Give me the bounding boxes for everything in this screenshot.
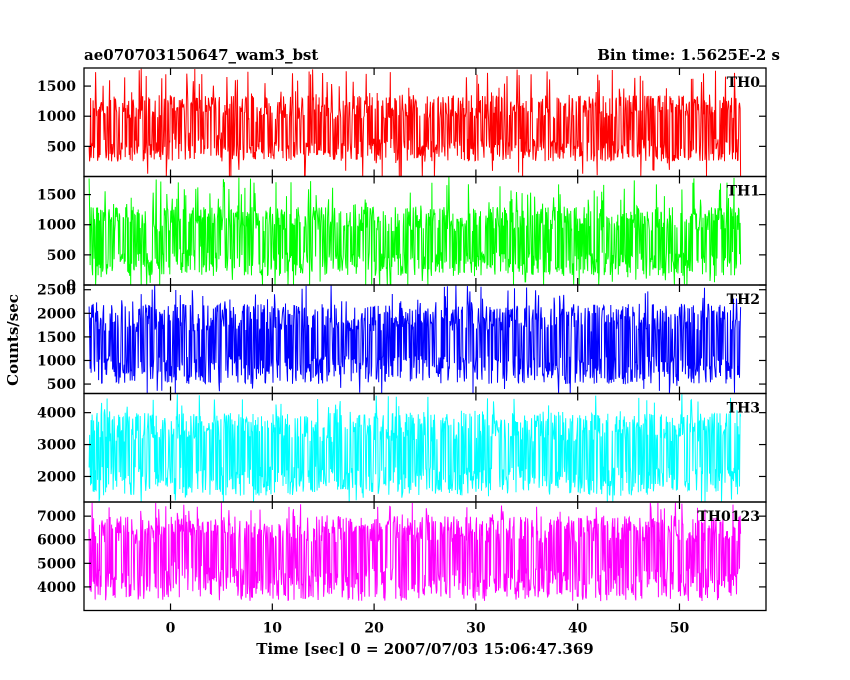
y-tick-label-th2: 2500 [37,283,76,299]
x-axis-ticks: 0 10 20 30 40 50 [166,621,690,637]
panel-frames: TH0 500 1000 1500 TH1 0 500 1000 1500 TH2 500 1000 1… [37,67,767,612]
y-tick-label-th0123: 5000 [37,556,76,572]
y-tick-label-th0123: 7000 [37,509,76,525]
panel-label-th2: TH2 [727,292,760,308]
y-tick-label-th2: 2000 [37,306,76,322]
x-tick-label: 50 [670,621,690,637]
y-tick-label-th0: 1500 [37,79,76,95]
x-tick-label: 0 [166,621,176,637]
y-tick-label-th1: 500 [47,248,76,264]
x-axis-label: Time [sec] 0 = 2007/07/03 15:06:47.369 [256,640,593,658]
y-tick-label-th2: 1000 [37,353,76,369]
y-tick-label-th1: 1500 [37,188,76,204]
y-axis-label: Counts/sec [4,294,22,386]
lightcurve-th2 [88,285,742,394]
x-tick-label: 40 [568,621,588,637]
x-tick-label: 10 [263,621,283,637]
chart-title: ae070703150647_wam3_bst [84,46,318,64]
y-tick-label-th0: 1000 [37,109,76,125]
y-tick-label-th2: 500 [47,377,76,393]
y-tick-label-th3: 2000 [37,469,76,485]
y-tick-label-th0123: 6000 [37,533,76,549]
lightcurve-th0 [88,68,742,177]
lightcurve-th0123 [88,502,742,602]
lightcurve-th3 [88,394,742,502]
y-tick-label-th0123: 4000 [37,580,76,596]
y-tick-label-th3: 3000 [37,438,76,454]
panel-label-th0123: TH0123 [697,509,760,525]
panel-label-th0: TH0 [727,75,761,91]
lightcurve-th1 [88,176,742,285]
panel-label-th3: TH3 [727,401,760,417]
y-tick-label-th0: 500 [47,139,76,155]
y-tick-label-th2: 1500 [37,330,76,346]
x-tick-label: 30 [466,621,486,637]
panels-group [88,68,742,602]
y-tick-label-th1: 1000 [37,218,76,234]
y-tick-label-th1: 0 [66,278,76,294]
bin-time-label: Bin time: 1.5625E-2 s [597,46,780,64]
x-tick-label: 20 [364,621,384,637]
panel-label-th1: TH1 [727,184,760,200]
y-tick-label-th3: 4000 [37,406,76,422]
panel-frame-th0123 [83,501,767,612]
